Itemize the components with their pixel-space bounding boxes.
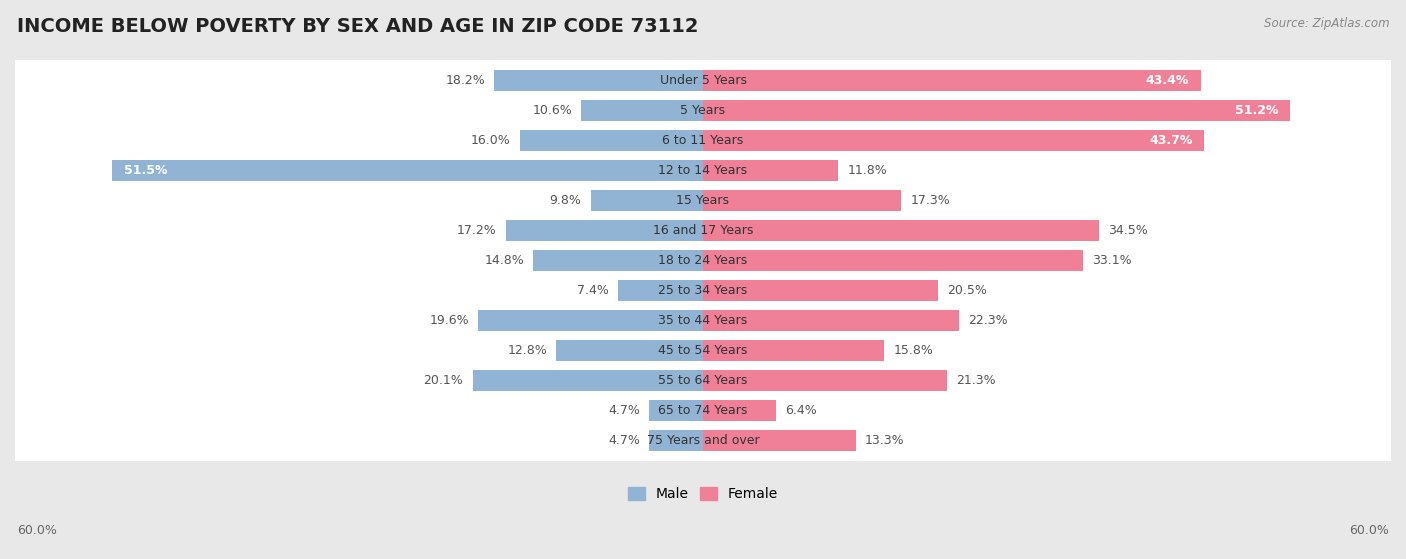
Text: 10.6%: 10.6% <box>533 104 572 117</box>
Text: 15.8%: 15.8% <box>893 344 934 357</box>
Text: 18 to 24 Years: 18 to 24 Years <box>658 254 748 267</box>
FancyBboxPatch shape <box>11 240 1395 282</box>
Text: 51.5%: 51.5% <box>124 164 167 177</box>
Bar <box>703 310 959 331</box>
Text: 75 Years and over: 75 Years and over <box>647 434 759 447</box>
Text: 51.2%: 51.2% <box>1234 104 1278 117</box>
FancyBboxPatch shape <box>11 179 1395 221</box>
Text: 60.0%: 60.0% <box>1350 524 1389 537</box>
Bar <box>703 430 855 451</box>
Text: 17.3%: 17.3% <box>911 194 950 207</box>
FancyBboxPatch shape <box>11 300 1395 342</box>
FancyBboxPatch shape <box>11 60 1395 102</box>
Bar <box>650 430 703 451</box>
Bar <box>557 340 703 361</box>
Text: INCOME BELOW POVERTY BY SEX AND AGE IN ZIP CODE 73112: INCOME BELOW POVERTY BY SEX AND AGE IN Z… <box>17 17 699 36</box>
FancyBboxPatch shape <box>11 390 1395 432</box>
Bar <box>495 70 703 92</box>
Text: 25 to 34 Years: 25 to 34 Years <box>658 284 748 297</box>
Text: 4.7%: 4.7% <box>607 434 640 447</box>
Text: 43.7%: 43.7% <box>1149 134 1192 147</box>
Text: 20.5%: 20.5% <box>948 284 987 297</box>
Text: Source: ZipAtlas.com: Source: ZipAtlas.com <box>1264 17 1389 30</box>
Text: 12.8%: 12.8% <box>508 344 547 357</box>
Bar <box>703 160 838 182</box>
Bar <box>506 220 703 241</box>
Text: 6.4%: 6.4% <box>786 404 817 417</box>
Text: 16 and 17 Years: 16 and 17 Years <box>652 224 754 237</box>
Text: 17.2%: 17.2% <box>457 224 496 237</box>
Bar <box>703 250 1083 271</box>
Text: 21.3%: 21.3% <box>956 374 995 387</box>
Text: 45 to 54 Years: 45 to 54 Years <box>658 344 748 357</box>
Text: 9.8%: 9.8% <box>550 194 582 207</box>
Bar <box>703 130 1204 151</box>
Text: 20.1%: 20.1% <box>423 374 464 387</box>
Bar <box>703 100 1291 121</box>
Bar <box>703 190 901 211</box>
Text: 19.6%: 19.6% <box>429 314 470 327</box>
FancyBboxPatch shape <box>11 150 1395 192</box>
Bar <box>478 310 703 331</box>
FancyBboxPatch shape <box>11 120 1395 162</box>
Text: Under 5 Years: Under 5 Years <box>659 74 747 87</box>
Text: 15 Years: 15 Years <box>676 194 730 207</box>
Text: 13.3%: 13.3% <box>865 434 904 447</box>
Bar <box>582 100 703 121</box>
Bar <box>591 190 703 211</box>
Text: 4.7%: 4.7% <box>607 404 640 417</box>
Text: 12 to 14 Years: 12 to 14 Years <box>658 164 748 177</box>
Bar <box>703 369 948 391</box>
Text: 35 to 44 Years: 35 to 44 Years <box>658 314 748 327</box>
Bar <box>703 220 1098 241</box>
Text: 34.5%: 34.5% <box>1108 224 1147 237</box>
Bar <box>520 130 703 151</box>
Text: 55 to 64 Years: 55 to 64 Years <box>658 374 748 387</box>
Text: 33.1%: 33.1% <box>1091 254 1132 267</box>
Bar <box>703 340 884 361</box>
Bar <box>703 400 776 421</box>
Text: 18.2%: 18.2% <box>446 74 485 87</box>
Text: 7.4%: 7.4% <box>576 284 609 297</box>
Bar <box>703 70 1201 92</box>
Bar <box>703 280 938 301</box>
Text: 11.8%: 11.8% <box>848 164 887 177</box>
Text: 6 to 11 Years: 6 to 11 Years <box>662 134 744 147</box>
Text: 22.3%: 22.3% <box>967 314 1008 327</box>
Bar <box>112 160 703 182</box>
FancyBboxPatch shape <box>11 359 1395 401</box>
FancyBboxPatch shape <box>11 89 1395 132</box>
Bar <box>650 400 703 421</box>
FancyBboxPatch shape <box>11 330 1395 372</box>
Bar <box>472 369 703 391</box>
Text: 43.4%: 43.4% <box>1146 74 1189 87</box>
FancyBboxPatch shape <box>11 210 1395 252</box>
Bar <box>533 250 703 271</box>
Text: 16.0%: 16.0% <box>471 134 510 147</box>
Legend: Male, Female: Male, Female <box>623 482 783 506</box>
Text: 65 to 74 Years: 65 to 74 Years <box>658 404 748 417</box>
FancyBboxPatch shape <box>11 269 1395 311</box>
FancyBboxPatch shape <box>11 419 1395 461</box>
Text: 14.8%: 14.8% <box>485 254 524 267</box>
Text: 5 Years: 5 Years <box>681 104 725 117</box>
Bar <box>619 280 703 301</box>
Text: 60.0%: 60.0% <box>17 524 56 537</box>
